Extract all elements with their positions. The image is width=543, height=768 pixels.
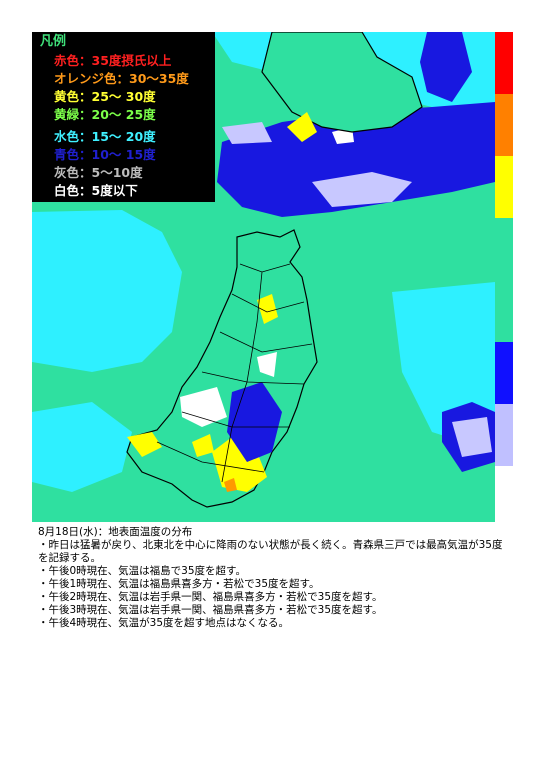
scale-swatch bbox=[495, 280, 513, 342]
legend-item: 白色：5度以下 bbox=[54, 183, 138, 198]
caption-lines: ・昨日は猛暑が戻り、北東北を中心に降雨のない状態が長く続く。青森県三戸では最高気… bbox=[38, 539, 508, 630]
scale-swatch bbox=[495, 94, 513, 156]
caption-line: ・午後1時現在、気温は福島県喜多方・若松で35度を超す。 bbox=[38, 578, 320, 590]
legend-item: 赤色：35度摂氏以上 bbox=[54, 53, 172, 68]
hokkaido-landmass bbox=[261, 32, 423, 133]
hot-area bbox=[224, 478, 237, 492]
scale-swatch bbox=[495, 156, 513, 218]
map-caption: 8月18日(水)：地表面温度の分布 ・昨日は猛暑が戻り、北東北を中心に降雨のない… bbox=[38, 526, 508, 630]
prefecture-boundaries bbox=[156, 263, 313, 483]
legend-item: 青色：10〜 15度 bbox=[54, 147, 156, 162]
cloud-band-cold bbox=[222, 122, 492, 457]
scale-swatch bbox=[495, 218, 513, 280]
legend-items: 赤色：35度摂氏以上オレンジ色：30〜35度 黄色：25〜 30度 黄緑：20〜 2… bbox=[40, 52, 215, 200]
legend-panel: 凡例 赤色：35度摂氏以上オレンジ色：30〜35度 黄色：25〜 30度 黄緑：20… bbox=[32, 32, 215, 202]
surface-temperature-map bbox=[32, 32, 495, 522]
legend-item: オレンジ色：30〜35度 bbox=[54, 71, 189, 86]
scale-swatch bbox=[495, 32, 513, 94]
scale-swatch bbox=[495, 342, 513, 404]
caption-line: ・午後4時現在、気温が35度を超す地点はなくなる。 bbox=[38, 617, 290, 629]
caption-date-line: 8月18日(水)：地表面温度の分布 bbox=[38, 526, 193, 538]
scale-swatch bbox=[495, 404, 513, 466]
legend-title: 凡例 bbox=[40, 34, 67, 49]
caption-line: ・午後0時現在、気温は福島で35度を超す。 bbox=[38, 565, 246, 577]
caption-line: ・午後3時現在、気温は岩手県一関、福島県喜多方・若松で35度を超す。 bbox=[38, 604, 383, 616]
legend-item: 黄緑：20〜 25度 bbox=[54, 107, 156, 122]
legend-item: 水色：15〜 20度 bbox=[54, 129, 156, 144]
caption-line: ・昨日は猛暑が戻り、北東北を中心に降雨のない状態が長く続く。青森県三戸では最高気… bbox=[38, 539, 503, 564]
color-scale-bar bbox=[495, 32, 513, 466]
legend-item: 黄色：25〜 30度 bbox=[54, 89, 156, 104]
map-canvas bbox=[32, 32, 495, 508]
legend-item: 灰色：5〜10度 bbox=[54, 165, 143, 180]
caption-line: ・午後2時現在、気温は岩手県一関、福島県喜多方・若松で35度を超す。 bbox=[38, 591, 383, 603]
